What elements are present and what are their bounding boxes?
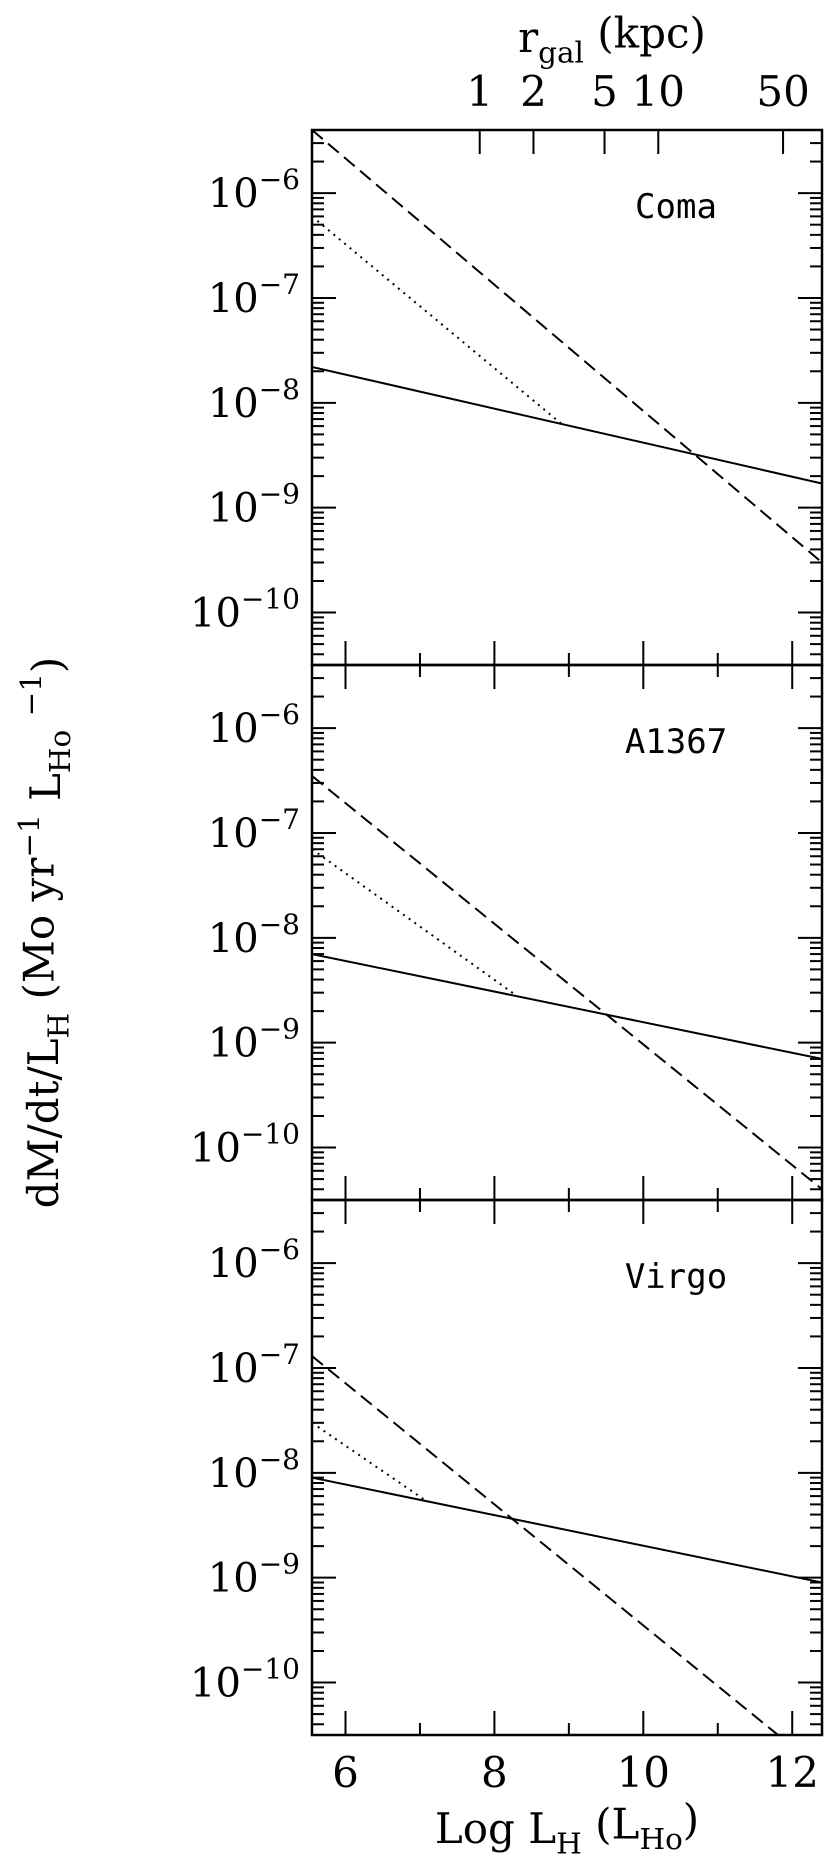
y-axis-title-part: L — [21, 773, 70, 814]
y-tick-label: 10−9 — [208, 478, 300, 532]
x2-axis-title-part: (kpc) — [584, 9, 706, 58]
y-tick-label: 10−7 — [208, 1338, 300, 1392]
x2-tick-label: 1 — [466, 67, 493, 116]
panel-frame — [310, 1198, 824, 1737]
x-axis-title-part: Ho — [639, 1822, 682, 1856]
x-axis-title-part: Log L — [435, 1804, 556, 1853]
line-solid — [312, 1476, 822, 1584]
y-tick-label: 10−7 — [208, 268, 300, 322]
x-axis-title-part: (L — [582, 1800, 640, 1849]
y-axis-title-part: ) — [23, 657, 72, 673]
y-tick-label: 10−9 — [208, 1548, 300, 1602]
x-tick-label: 12 — [765, 1748, 818, 1797]
x2-axis-title-part: gal — [538, 35, 584, 69]
y-tick-label: 10−6 — [208, 163, 300, 217]
y-tick-label: 10−7 — [208, 803, 300, 857]
x2-tick-label: 2 — [520, 67, 547, 116]
panel-label: Virgo — [625, 1257, 727, 1297]
y-tick-label: 10−10 — [190, 1118, 300, 1172]
y-tick-label: 10−6 — [208, 698, 300, 752]
line-dashed — [312, 775, 822, 1191]
x2-axis-title-part: r — [518, 13, 539, 62]
y-axis-title-part: dM/dt/L — [19, 1038, 68, 1208]
x2-axis-title: rgal (kpc) — [518, 9, 706, 70]
line-dashed — [312, 130, 822, 564]
y-axis-title-part: −1 — [14, 673, 48, 716]
y-tick-label: 10−6 — [208, 1233, 300, 1287]
panel-label: A1367 — [625, 722, 727, 762]
x2-tick-label: 5 — [591, 67, 618, 116]
line-dotted — [312, 848, 518, 997]
y-tick-label: 10−8 — [208, 908, 300, 962]
panel-frame — [310, 128, 824, 667]
x2-tick-label: 50 — [756, 67, 809, 116]
line-dashed — [312, 1355, 778, 1735]
y-axis-title-part — [16, 716, 65, 729]
x-axis-title: Log LH (LHo) — [435, 1795, 699, 1860]
y-tick-label: 10−8 — [208, 373, 300, 427]
y-axis-title-part: (Mo yr — [15, 857, 64, 1013]
y-axis-title: dM/dt/LH (Mo yr−1 LHo −1) — [12, 657, 77, 1209]
line-solid — [312, 365, 822, 485]
y-axis-title-part: −1 — [12, 814, 46, 857]
x-axis-title-part: H — [556, 1826, 582, 1860]
y-axis-title-part: H — [41, 1013, 75, 1039]
y-tick-label: 10−9 — [208, 1013, 300, 1067]
x-axis-title-part: ) — [683, 1795, 699, 1844]
panel-label: Coma — [635, 187, 717, 227]
x-tick-label: 8 — [481, 1748, 508, 1797]
y-tick-label: 10−8 — [208, 1443, 300, 1497]
x-tick-label: 10 — [617, 1748, 670, 1797]
y-tick-label: 10−10 — [190, 1653, 300, 1707]
y-axis-title-part: Ho — [43, 730, 77, 773]
x-tick-label: 6 — [332, 1748, 359, 1797]
x2-tick-label: 10 — [632, 67, 685, 116]
panel-frame — [310, 663, 824, 1202]
line-solid — [312, 953, 822, 1060]
y-tick-label: 10−10 — [190, 583, 300, 637]
line-dotted — [312, 215, 563, 425]
